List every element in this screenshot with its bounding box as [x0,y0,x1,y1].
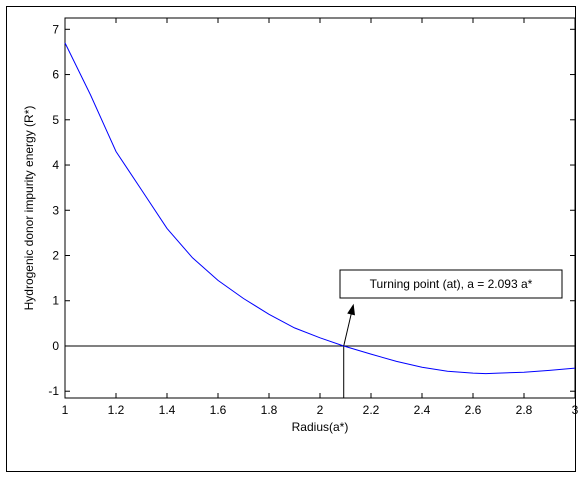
energy-curve [64,42,576,375]
x-tick-label: 1 [62,403,69,417]
annotation-text: Turning point (at), a = 2.093 a* [370,277,533,291]
x-tick-label: 2.6 [465,403,482,417]
x-tick-label: 2 [317,403,324,417]
y-tick-label: 3 [52,203,59,217]
x-axis-ticks: 1 1.2 1.4 1.6 1.8 2 2.2 2.4 2.6 2.8 3 [62,18,579,417]
reference-lines [65,345,575,398]
y-tick-label: 4 [52,158,59,172]
y-axis-label: Hydrogenic donor impurity energy (R*) [22,106,36,311]
y-tick-label: 0 [52,339,59,353]
y-axis-ticks: -1 0 1 2 3 4 5 6 7 [48,22,575,398]
annotation: Turning point (at), a = 2.093 a* [339,269,563,347]
x-tick-label: 1.2 [108,403,125,417]
x-tick-label: 1.6 [210,403,227,417]
series-layer [64,42,576,375]
x-tick-label: 1.4 [159,403,176,417]
x-axis-label: Radius(a*) [292,420,349,434]
y-tick-label: 5 [52,113,59,127]
x-tick-label: 2.2 [363,403,380,417]
y-tick-label: 2 [52,249,59,263]
x-tick-label: 1.8 [261,403,278,417]
y-tick-label: 6 [52,68,59,82]
y-tick-label: 1 [52,294,59,308]
x-tick-label: 2.8 [516,403,533,417]
y-tick-label: 7 [52,22,59,36]
annotation-arrowhead [347,303,355,316]
plot-area [64,17,576,399]
y-tick-label: -1 [48,384,59,398]
annotation-box [339,269,563,299]
x-tick-label: 3 [572,403,579,417]
x-tick-label: 2.4 [414,403,431,417]
